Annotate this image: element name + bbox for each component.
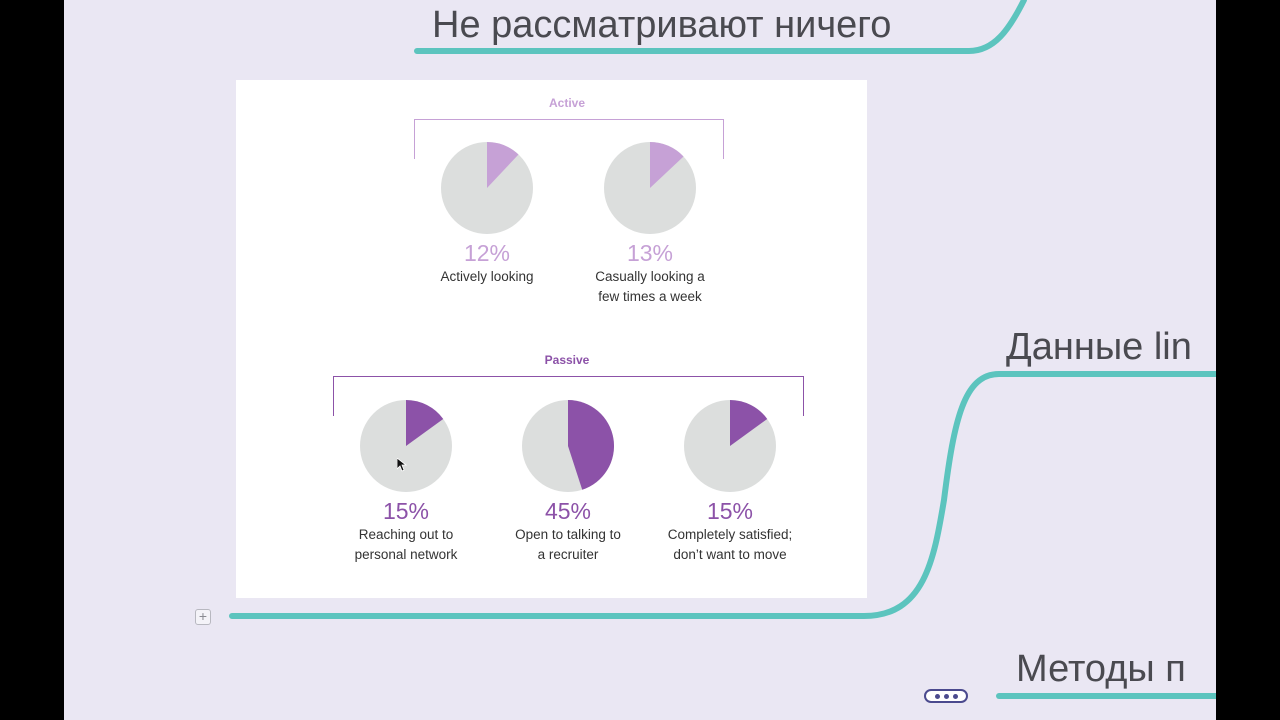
pie-caption: Actively looking bbox=[440, 269, 534, 284]
passive-bracket bbox=[333, 376, 804, 416]
pie-card-personal-network: 15% Reaching out to personal network bbox=[326, 400, 486, 565]
branch-top[interactable] bbox=[414, 0, 1027, 54]
topic-bottom[interactable]: Методы п bbox=[1016, 648, 1186, 690]
pie-chart bbox=[441, 142, 533, 234]
active-bracket bbox=[414, 119, 724, 159]
pie-slice bbox=[650, 142, 684, 188]
more-options-button[interactable] bbox=[924, 689, 968, 703]
pie-percent: 13% bbox=[626, 240, 674, 266]
branch-main[interactable] bbox=[229, 371, 1216, 619]
pie-chart bbox=[684, 400, 776, 492]
topic-right[interactable]: Данные lin bbox=[1006, 326, 1192, 368]
mindmap-canvas[interactable]: Не рассматривают ничего Данные lin Метод… bbox=[64, 0, 1216, 720]
mindmap-branches bbox=[229, 0, 1216, 699]
pie-percent: 15% bbox=[706, 498, 754, 524]
pie-percent: 12% bbox=[463, 240, 511, 266]
pie-card-completely-satisfied: 15% Completely satisfied; don’t want to … bbox=[650, 400, 810, 565]
pie-chart bbox=[522, 400, 614, 492]
pie-caption: Casually looking a few times a week bbox=[595, 269, 705, 304]
pie-slice bbox=[730, 400, 768, 446]
pie-percent: 45% bbox=[544, 498, 592, 524]
ellipsis-icon bbox=[934, 693, 940, 699]
pie-chart bbox=[604, 142, 696, 234]
expand-button[interactable]: + bbox=[195, 609, 211, 625]
pie-caption: Open to talking to a recruiter bbox=[515, 527, 621, 562]
ellipsis-icon bbox=[952, 693, 958, 699]
pie-slice bbox=[406, 400, 444, 446]
ellipsis-icon bbox=[943, 693, 949, 699]
pie-caption: Completely satisfied; don’t want to move bbox=[667, 527, 793, 562]
pie-percent: 15% bbox=[382, 498, 430, 524]
plus-box-icon: + bbox=[198, 608, 208, 624]
topic-top[interactable]: Не рассматривают ничего bbox=[432, 4, 892, 46]
passive-group-label: Passive bbox=[544, 353, 590, 367]
infographic-image[interactable]: Active Passive 12% Actively looking 13% … bbox=[236, 80, 867, 598]
pie-caption: Reaching out to personal network bbox=[354, 527, 458, 562]
pie-card-open-to-recruiter: 45% Open to talking to a recruiter bbox=[488, 400, 648, 565]
pie-slice bbox=[568, 400, 614, 490]
active-group-label: Active bbox=[548, 96, 586, 110]
pie-chart bbox=[360, 400, 452, 492]
mouse-pointer-icon bbox=[397, 458, 407, 472]
pie-slice bbox=[487, 142, 519, 188]
pie-card-casually-looking: 13% Casually looking a few times a week bbox=[570, 142, 730, 307]
pie-card-actively-looking: 12% Actively looking bbox=[407, 142, 567, 287]
